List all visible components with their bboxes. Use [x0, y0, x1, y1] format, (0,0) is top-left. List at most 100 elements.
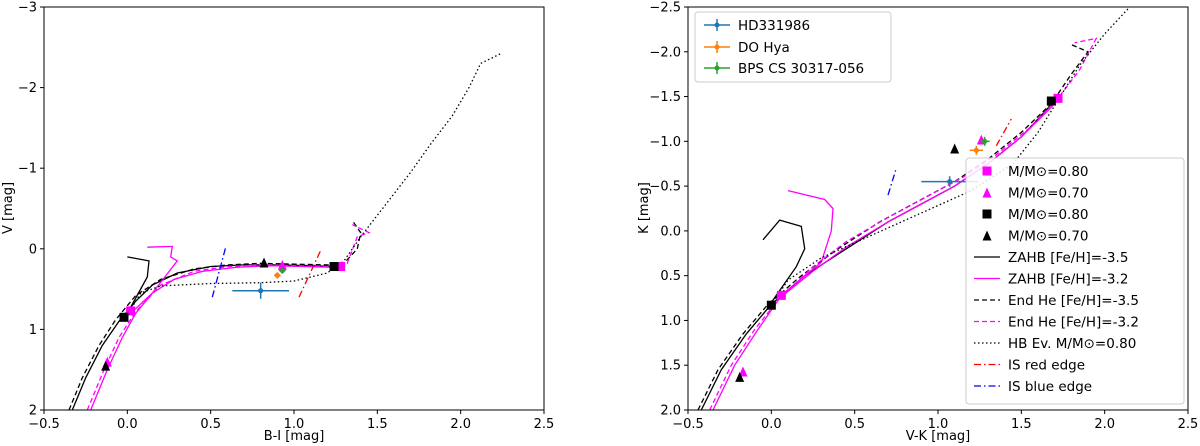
legend-label-bps: BPS CS 30317-056	[738, 61, 864, 77]
series-line-2	[90, 265, 345, 410]
legend-model-label-4: ZAHB [Fe/H]=-3.5	[1008, 250, 1128, 266]
y-tick-label: 0	[29, 242, 37, 257]
model-marker-0-1	[1053, 93, 1063, 103]
legend-observed: HD331986 DO Hya BPS CS 30317-056	[694, 11, 892, 83]
legend-models-box	[965, 157, 1185, 405]
legend-model-entry-10: IS blue edge	[974, 379, 1092, 395]
model-marker-0-0	[126, 306, 136, 316]
legend-model-entry-0: M/M⊙=0.80	[982, 164, 1089, 180]
left-plot-area	[68, 52, 503, 410]
model-marker-1-1	[277, 259, 287, 270]
model-marker-2-1	[1046, 96, 1056, 106]
legend-model-entry-9: IS red edge	[974, 358, 1085, 374]
x-tick-label: 2.0	[1094, 417, 1115, 432]
y-tick-label: −1	[18, 162, 37, 177]
y-tick-label: −2.0	[649, 45, 681, 60]
y-tick-label: 0.0	[660, 224, 681, 239]
left-y-ticks: −3 −2 −1 0 1 2	[18, 1, 44, 419]
y-tick-label: −1.0	[649, 135, 681, 150]
y-tick-label: 1.0	[660, 314, 681, 329]
series-line-7	[298, 250, 322, 298]
legend-model-label-1: M/M⊙=0.70	[1008, 186, 1089, 202]
legend-observed-box	[694, 11, 892, 83]
model-marker-2-0	[119, 312, 129, 322]
left-x-ticks: −0.5 0.0 0.5 1.0 1.5 2.0 2.5	[28, 410, 554, 432]
observed-point-2	[979, 136, 990, 146]
x-tick-label: 0.5	[200, 417, 221, 432]
left-panel: −0.5 0.0 0.5 1.0 1.5 2.0 2.5 −3 −2 −1 0 1 2 B-I [ma…	[1, 1, 554, 445]
x-tick-label: 0.0	[117, 417, 138, 432]
right-x-axis-label: V-K [mag]	[906, 429, 971, 444]
y-tick-label: 2	[29, 404, 37, 419]
legend-model-label-0: M/M⊙=0.80	[1008, 164, 1089, 180]
model-marker-3-1	[259, 257, 269, 268]
x-tick-label: −0.5	[28, 417, 60, 432]
legend-model-label-10: IS blue edge	[1008, 379, 1092, 395]
model-marker-0-1	[336, 262, 346, 272]
series-line-8	[887, 168, 897, 196]
legend-model-entry-2: M/M⊙=0.80	[982, 207, 1089, 223]
model-marker-2-0	[766, 300, 776, 310]
x-tick-label: 0.0	[761, 417, 782, 432]
legend-model-label-2: M/M⊙=0.80	[1008, 207, 1089, 223]
series-line-2	[712, 97, 1059, 410]
y-tick-label: −3	[18, 1, 37, 16]
legend-model-label-6: End He [Fe/H]=-3.5	[1008, 293, 1139, 309]
y-tick-label: 1.5	[660, 359, 681, 374]
right-x-ticks: −0.5 0.0 0.5 1.0 1.5 2.0 2.5	[672, 410, 1198, 432]
right-plot-area	[697, 7, 1131, 410]
observed-point-2	[279, 267, 286, 274]
right-panel: −0.5 0.0 0.5 1.0 1.5 2.0 2.5 −2.5−2.0−1.5−1.0−…	[637, 1, 1198, 445]
y-tick-label: −2.5	[649, 1, 681, 16]
legend-model-marker-0	[982, 166, 992, 176]
legend-model-entry-6: End He [Fe/H]=-3.5	[974, 293, 1139, 309]
model-marker-3-0	[101, 360, 111, 371]
series-line-8	[211, 247, 227, 298]
legend-model-marker-1	[982, 187, 992, 198]
y-tick-label: −1.5	[649, 90, 681, 105]
legend-model-entry-3: M/M⊙=0.70	[982, 229, 1089, 245]
series-line-7	[995, 118, 1012, 147]
x-tick-label: 1.0	[284, 417, 305, 432]
series-line-3	[130, 245, 179, 314]
right-y-axis-label: K [mag]	[637, 182, 652, 234]
legend-model-label-9: IS red edge	[1008, 358, 1085, 374]
model-marker-3-0	[735, 371, 745, 382]
model-marker-0-0	[776, 290, 786, 300]
y-tick-label: 0.5	[660, 269, 681, 284]
y-tick-label: −0.5	[649, 180, 681, 195]
y-tick-label: 2.0	[660, 404, 681, 419]
series-line-5	[86, 224, 371, 410]
x-tick-label: 1.5	[367, 417, 388, 432]
x-tick-label: 2.5	[534, 417, 555, 432]
observed-point-1	[969, 145, 983, 155]
left-y-axis-label: V [mag]	[1, 182, 16, 234]
legend-model-entry-5: ZAHB [Fe/H]=-3.2	[974, 272, 1128, 288]
y-tick-label: 1	[29, 323, 37, 338]
left-x-axis-label: B-I [mag]	[264, 429, 325, 444]
series-line-1	[126, 256, 150, 314]
legend-entry-bps: BPS CS 30317-056	[704, 61, 864, 77]
model-marker-3-1	[950, 143, 960, 154]
series-line-4	[68, 220, 362, 410]
series-line-6	[126, 52, 503, 316]
legend-model-label-8: HB Ev. M/M⊙=0.80	[1008, 336, 1136, 352]
legend-model-label-3: M/M⊙=0.70	[1008, 229, 1089, 245]
legend-model-entry-1: M/M⊙=0.70	[982, 186, 1089, 202]
x-tick-label: 1.5	[1011, 417, 1032, 432]
model-marker-1-0	[738, 366, 748, 377]
observed-point-1	[274, 272, 281, 279]
y-tick-label: −2	[18, 81, 37, 96]
legend-model-marker-3	[982, 230, 992, 241]
x-tick-label: 2.5	[1178, 417, 1199, 432]
series-line-5	[709, 37, 1098, 410]
legend-label-hd331986: HD331986	[738, 18, 810, 34]
left-axes-frame	[43, 6, 545, 411]
legend-model-label-5: ZAHB [Fe/H]=-3.2	[1008, 272, 1128, 288]
legend-model-entry-7: End He [Fe/H]=-3.2	[974, 315, 1139, 331]
legend-models: M/M⊙=0.80 M/M⊙=0.70 M/M⊙=0.80 M/M⊙=0.70 ZAHB…	[965, 157, 1185, 405]
legend-model-marker-2	[982, 209, 992, 219]
observed-point-0	[232, 282, 289, 299]
series-line-3	[782, 189, 834, 295]
